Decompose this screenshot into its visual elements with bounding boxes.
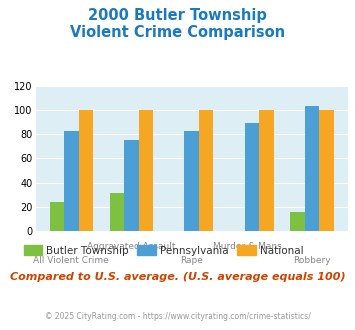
Text: Violent Crime Comparison: Violent Crime Comparison [70, 25, 285, 40]
Bar [50, 202, 64, 231]
Text: 2000 Butler Township: 2000 Butler Township [88, 8, 267, 23]
Legend: Butler Township, Pennsylvania, National: Butler Township, Pennsylvania, National [20, 241, 308, 260]
Text: Rape: Rape [180, 256, 203, 265]
Bar [199, 110, 213, 231]
Bar [110, 193, 124, 231]
Text: © 2025 CityRating.com - https://www.cityrating.com/crime-statistics/: © 2025 CityRating.com - https://www.city… [45, 312, 310, 321]
Bar [305, 106, 319, 231]
Text: Aggravated Assault: Aggravated Assault [87, 242, 176, 251]
Text: Compared to U.S. average. (U.S. average equals 100): Compared to U.S. average. (U.S. average … [10, 272, 345, 282]
Bar [124, 140, 139, 231]
Bar [139, 110, 153, 231]
Bar [245, 123, 259, 231]
Bar [78, 110, 93, 231]
Bar [319, 110, 334, 231]
Bar [259, 110, 274, 231]
Text: Murder & Mans...: Murder & Mans... [213, 242, 290, 251]
Bar [64, 131, 78, 231]
Text: All Violent Crime: All Violent Crime [33, 256, 109, 265]
Bar [290, 212, 305, 231]
Bar [185, 131, 199, 231]
Text: Robbery: Robbery [293, 256, 331, 265]
